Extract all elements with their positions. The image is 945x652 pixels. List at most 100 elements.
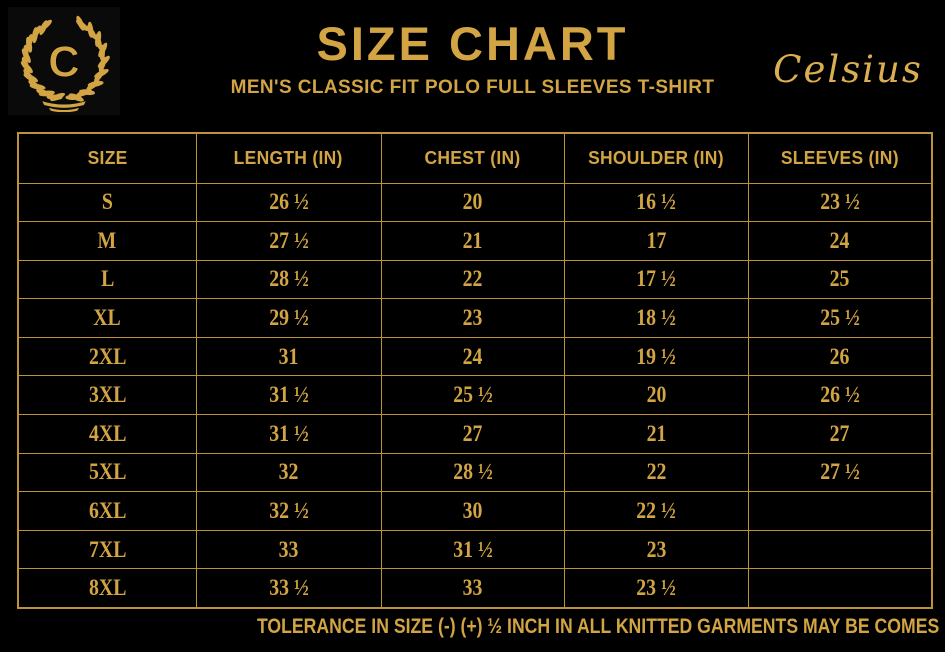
header: SIZE CHART MEN'S CLASSIC FIT POLO FULL S…: [0, 0, 945, 99]
table-row: 3XL 31 ½ 25 ½ 20 26 ½: [17, 375, 933, 416]
cell-value: 8XL: [88, 574, 126, 600]
shoulder-cell: 17: [563, 221, 749, 261]
table-row: 2XL 31 24 19 ½ 26: [17, 336, 933, 377]
column-header-size: SIZE: [17, 132, 197, 184]
length-cell: 32: [195, 452, 382, 493]
cell-value: 23 ½: [636, 574, 676, 600]
cell-value: 6XL: [88, 498, 126, 524]
table-row: M 27 ½ 21 17 24: [17, 221, 933, 261]
cell-value: L: [100, 266, 114, 292]
chest-cell: 31 ½: [380, 529, 565, 570]
length-cell: 33 ½: [195, 568, 382, 609]
sleeves-cell: [747, 491, 933, 531]
header-row: SIZE LENGTH (IN) CHEST (IN) SHOULDER (IN…: [17, 132, 933, 184]
cell-value: 21: [646, 420, 666, 446]
table-row: L 28 ½ 22 17 ½ 25: [17, 259, 933, 300]
size-cell: 8XL: [17, 568, 197, 609]
table-row: 6XL 32 ½ 30 22 ½: [17, 491, 933, 531]
cell-value: 28 ½: [452, 459, 493, 485]
cell-value: 27: [462, 420, 483, 446]
sleeves-cell: 26: [747, 336, 933, 377]
page-title: SIZE CHART: [316, 17, 629, 70]
cell-value: 28 ½: [268, 266, 309, 292]
table-row: 5XL 32 28 ½ 22 27 ½: [17, 452, 933, 493]
sleeves-cell: 27 ½: [747, 452, 933, 493]
cell-value: 33: [462, 574, 483, 600]
cell-value: 16 ½: [636, 189, 676, 215]
chest-cell: 22: [380, 259, 565, 300]
column-header-length: LENGTH (IN): [195, 132, 382, 184]
size-cell: 7XL: [17, 529, 197, 570]
cell-value: 22 ½: [636, 498, 676, 524]
tolerance-note: TOLERANCE IN SIZE (-) (+) ½ INCH IN ALL …: [0, 615, 939, 639]
length-cell: 28 ½: [195, 259, 382, 300]
cell-value: 24: [829, 227, 850, 253]
sleeves-cell: 27: [747, 414, 933, 454]
sleeves-cell: 26 ½: [747, 375, 933, 416]
shoulder-cell: 21: [563, 414, 749, 454]
laurel-wreath-icon: C: [20, 15, 110, 112]
shoulder-cell: 19 ½: [563, 336, 749, 377]
cell-value: 20: [462, 189, 483, 215]
cell-value: 27: [829, 420, 850, 446]
cell-value: S: [101, 189, 113, 215]
shoulder-cell: 20: [563, 375, 749, 416]
cell-value: M: [97, 227, 117, 253]
cell-value: 22: [462, 266, 483, 292]
column-header-sleeves: SLEEVES (IN): [747, 132, 933, 184]
chest-cell: 25 ½: [380, 375, 565, 416]
shoulder-cell: 22: [563, 452, 749, 493]
length-cell: 32 ½: [195, 491, 382, 531]
tolerance-note-text: TOLERANCE IN SIZE (-) (+) ½ INCH IN ALL …: [256, 615, 939, 638]
size-cell: 4XL: [17, 414, 197, 454]
shoulder-cell: 22 ½: [563, 491, 749, 531]
cell-value: 23 ½: [819, 189, 860, 215]
chest-cell: 28 ½: [380, 452, 565, 493]
cell-value: 33: [278, 536, 299, 562]
cell-value: 29 ½: [268, 305, 309, 331]
sleeves-cell: 23 ½: [747, 182, 933, 223]
cell-value: 4XL: [88, 420, 126, 446]
size-cell: XL: [17, 298, 197, 338]
size-cell: L: [17, 259, 197, 300]
cell-value: 22: [646, 459, 666, 485]
length-cell: 27 ½: [195, 221, 382, 261]
shoulder-cell: 23 ½: [563, 568, 749, 609]
size-cell: 5XL: [17, 452, 197, 493]
cell-value: 31: [278, 343, 299, 369]
cell-value: 19 ½: [636, 343, 676, 369]
cell-value: 2XL: [88, 343, 126, 369]
cell-value: 32 ½: [268, 498, 309, 524]
length-cell: 26 ½: [195, 182, 382, 223]
brand-name: Celsius: [773, 48, 923, 91]
cell-value: 23: [646, 536, 666, 562]
chest-cell: 24: [380, 336, 565, 377]
logo-letter: C: [48, 39, 79, 87]
cell-value: XL: [93, 305, 121, 331]
size-cell: 6XL: [17, 491, 197, 531]
chest-cell: 21: [380, 221, 565, 261]
page-subtitle: MEN'S CLASSIC FIT POLO FULL SLEEVES T-SH…: [230, 77, 715, 98]
column-header-shoulder: SHOULDER (IN): [563, 132, 749, 184]
chest-cell: 27: [380, 414, 565, 454]
cell-value: 31 ½: [452, 536, 493, 562]
cell-value: 17: [646, 227, 666, 253]
sleeves-cell: 25 ½: [747, 298, 933, 338]
chest-cell: 30: [380, 491, 565, 531]
cell-value: 18 ½: [636, 305, 676, 331]
shoulder-cell: 18 ½: [563, 298, 749, 338]
cell-value: 25 ½: [452, 382, 493, 408]
brand-logo: C: [8, 7, 120, 115]
sleeves-cell: 25: [747, 259, 933, 300]
table-row: S 26 ½ 20 16 ½ 23 ½: [17, 182, 933, 223]
table-row: 4XL 31 ½ 27 21 27: [17, 414, 933, 454]
cell-value: 27 ½: [819, 459, 860, 485]
cell-value: 24: [462, 343, 483, 369]
chest-cell: 23: [380, 298, 565, 338]
table-header: SIZE LENGTH (IN) CHEST (IN) SHOULDER (IN…: [17, 132, 933, 184]
cell-value: 7XL: [88, 536, 126, 562]
cell-value: 25 ½: [819, 305, 860, 331]
cell-value: 26: [829, 343, 850, 369]
cell-value: 31 ½: [268, 420, 309, 446]
sleeves-cell: [747, 529, 933, 570]
